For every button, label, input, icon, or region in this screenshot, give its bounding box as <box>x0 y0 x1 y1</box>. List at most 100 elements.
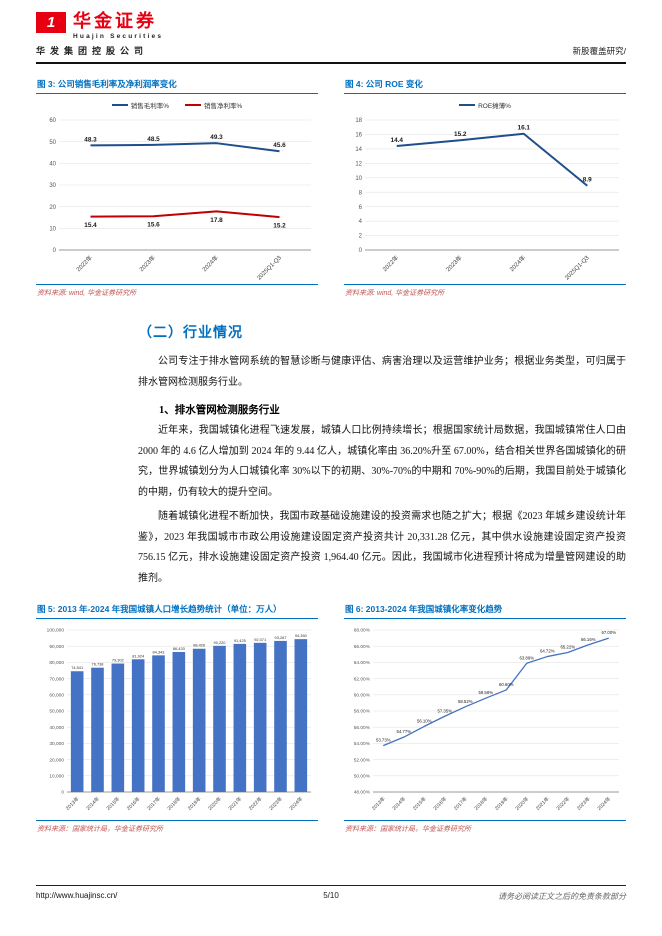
svg-text:64.00%: 64.00% <box>354 660 371 666</box>
svg-text:70,000: 70,000 <box>49 676 64 682</box>
svg-text:20,000: 20,000 <box>49 757 64 763</box>
svg-text:2016年: 2016年 <box>432 795 448 811</box>
svg-text:6: 6 <box>359 205 363 211</box>
svg-text:88,426: 88,426 <box>193 643 205 648</box>
svg-text:81,924: 81,924 <box>132 653 145 658</box>
svg-text:12: 12 <box>355 161 362 167</box>
svg-text:48.00%: 48.00% <box>354 790 371 796</box>
figure-4-source: 资料来源: wind, 华金证券研究所 <box>344 284 626 298</box>
svg-text:53.73%: 53.73% <box>376 738 391 743</box>
svg-text:14: 14 <box>355 147 362 153</box>
svg-text:10,000: 10,000 <box>49 773 64 779</box>
figure-5-source: 资料来源：国家统计局，华金证券研究所 <box>36 820 318 834</box>
figure-3-legend: 销售毛利率% 销售净利率% <box>36 100 318 110</box>
svg-text:54.77%: 54.77% <box>396 729 411 734</box>
svg-text:10: 10 <box>49 226 56 232</box>
figure-4-legend: ROE摊薄% <box>344 100 626 110</box>
footer-page-number: 5/10 <box>323 891 339 900</box>
svg-text:2023年: 2023年 <box>575 795 591 811</box>
figure-3-source: 资料来源: wind, 华金证券研究所 <box>36 284 318 298</box>
huajin-logo-glyph: 1 <box>46 14 56 31</box>
svg-text:2: 2 <box>359 234 363 240</box>
svg-text:50: 50 <box>49 140 56 146</box>
svg-text:0: 0 <box>61 790 64 796</box>
svg-text:2023年: 2023年 <box>138 254 157 273</box>
svg-text:58.52%: 58.52% <box>458 699 473 704</box>
brand-text: 华金证券 Huajin Securities <box>73 12 163 40</box>
figure-5: 图 5: 2013 年-2024 年我国城镇人口增长趋势统计（单位：万人） 0 1… <box>36 601 318 834</box>
svg-text:93,267: 93,267 <box>275 635 287 640</box>
paragraph-urbanization: 近年来，我国城镇化进程飞速发展，城镇人口比例持续增长；根据国家统计局数据，我国城… <box>138 425 626 498</box>
svg-text:94,350: 94,350 <box>295 633 308 638</box>
svg-text:16.1: 16.1 <box>518 125 531 132</box>
figure-6-source: 资料来源：国家统计局，华金证券研究所 <box>344 820 626 834</box>
footer-disclaimer: 请务必阅读正文之后的免责条款部分 <box>498 892 626 901</box>
svg-text:30,000: 30,000 <box>49 741 64 747</box>
legend-item: ROE摊薄% <box>459 100 511 110</box>
figure-5-title: 图 5: 2013 年-2024 年我国城镇人口增长趋势统计（单位：万人） <box>36 601 318 619</box>
svg-text:92,071: 92,071 <box>254 637 266 642</box>
svg-text:8: 8 <box>359 190 363 196</box>
svg-text:49.3: 49.3 <box>210 134 223 141</box>
legend-label: 销售毛利率% <box>130 103 169 110</box>
svg-text:14.4: 14.4 <box>391 137 404 144</box>
svg-text:2014年: 2014年 <box>391 795 407 811</box>
svg-text:2021年: 2021年 <box>534 795 550 811</box>
svg-text:74,541: 74,541 <box>71 665 83 670</box>
svg-text:60.60%: 60.60% <box>499 682 514 687</box>
svg-text:2016年: 2016年 <box>125 795 141 811</box>
svg-text:56.10%: 56.10% <box>417 718 432 723</box>
svg-text:2019年: 2019年 <box>186 795 202 811</box>
svg-text:15.6: 15.6 <box>147 222 160 229</box>
svg-text:2024年: 2024年 <box>596 795 612 811</box>
figure-3-title: 图 3: 公司销售毛利率及净利润率变化 <box>36 76 318 94</box>
figure-row-1: 图 3: 公司销售毛利率及净利润率变化 销售毛利率% 销售净利率% 0 10 20 30… <box>36 76 626 298</box>
svg-text:15.2: 15.2 <box>454 131 467 138</box>
roe-line-chart: 0 2 4 6 8 10 12 14 16 18 2022年 2023年 2024年 2025Q1-Q3 1… <box>355 118 619 282</box>
huajin-logo: 1 <box>36 12 66 33</box>
svg-text:66.16%: 66.16% <box>581 637 596 642</box>
footer-url[interactable]: http://www.huajinsc.cn/ <box>36 891 118 900</box>
svg-text:48.5: 48.5 <box>147 136 160 143</box>
figure-6: 图 6: 2013-2024 年我国城镇化率变化趋势 48.00% 50.00% 5… <box>344 601 626 834</box>
figure-3: 图 3: 公司销售毛利率及净利润率变化 销售毛利率% 销售净利率% 0 10 20 30… <box>36 76 318 298</box>
svg-text:90,000: 90,000 <box>49 644 64 650</box>
svg-text:8.9: 8.9 <box>583 177 592 184</box>
paragraph-company-focus: 公司专注于排水管网系统的智慧诊断与健康评估、病害治理以及运营维护业务；根据业务类… <box>138 356 626 388</box>
svg-text:15.4: 15.4 <box>84 222 97 229</box>
svg-text:2013年: 2013年 <box>370 795 386 811</box>
svg-text:40,000: 40,000 <box>49 725 64 731</box>
svg-text:2015年: 2015年 <box>105 795 121 811</box>
legend-label: 销售净利率% <box>204 103 243 110</box>
svg-text:60,000: 60,000 <box>49 692 64 698</box>
svg-text:2014年: 2014年 <box>85 795 101 811</box>
svg-text:57.35%: 57.35% <box>437 708 452 713</box>
svg-text:2023年: 2023年 <box>268 795 284 811</box>
svg-text:2022年: 2022年 <box>247 795 263 811</box>
paragraph-investment: 随着城镇化进程不断加快，我国市政基础设施建设的投资需求也随之扩大；根据《2023… <box>138 511 626 584</box>
svg-text:2018年: 2018年 <box>473 795 489 811</box>
header-subrow: 华发集团控股公司 新股覆盖研究/ <box>36 44 626 57</box>
svg-text:2020年: 2020年 <box>207 795 223 811</box>
svg-text:63.89%: 63.89% <box>519 655 534 660</box>
svg-text:2020年: 2020年 <box>514 795 530 811</box>
svg-text:2022年: 2022年 <box>555 795 571 811</box>
svg-text:84,343: 84,343 <box>153 649 165 654</box>
svg-text:2023年: 2023年 <box>444 254 463 273</box>
svg-text:2024年: 2024年 <box>288 795 304 811</box>
figure-6-title: 图 6: 2013-2024 年我国城镇化率变化趋势 <box>344 601 626 619</box>
figure-5-chart: 0 10,000 20,000 30,000 40,000 50,000 60,000 70,… <box>36 619 318 818</box>
svg-text:2013年: 2013年 <box>64 795 80 811</box>
header-divider <box>36 62 626 64</box>
svg-text:50.00%: 50.00% <box>354 773 371 779</box>
svg-text:48.3: 48.3 <box>84 136 97 143</box>
svg-text:80,000: 80,000 <box>49 660 64 666</box>
svg-text:79,302: 79,302 <box>112 658 124 663</box>
figure-3-chart: 销售毛利率% 销售净利率% 0 10 20 30 40 50 60 2022年 2023年 2024… <box>36 94 318 282</box>
svg-text:15.2: 15.2 <box>273 222 286 229</box>
svg-text:2024年: 2024年 <box>508 254 527 273</box>
report-type-label: 新股覆盖研究/ <box>572 46 626 56</box>
figure-4: 图 4: 公司 ROE 变化 ROE摊薄% 0 2 4 6 8 10 12 14 16 18 202… <box>344 76 626 298</box>
legend-item: 销售毛利率% <box>111 100 169 110</box>
